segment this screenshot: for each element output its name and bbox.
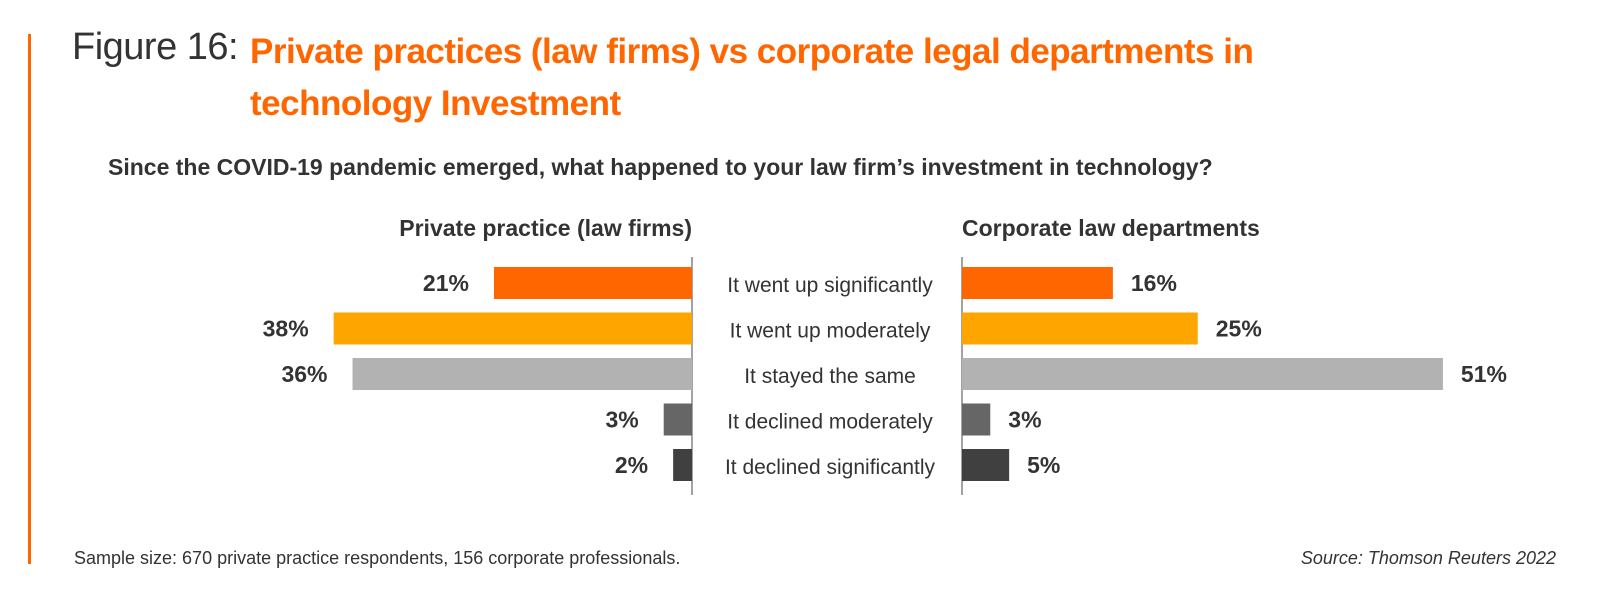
data-label-corporate: 51% bbox=[1461, 361, 1507, 387]
figure-title: Private practices (law firms) vs corpora… bbox=[250, 32, 1254, 123]
category-label: It stayed the same bbox=[744, 365, 916, 388]
bar-private-practice bbox=[673, 449, 692, 481]
series-header-private-practice: Private practice (law firms) bbox=[399, 215, 692, 241]
bar-private-practice bbox=[352, 358, 692, 390]
sample-size-footnote: Sample size: 670 private practice respon… bbox=[74, 548, 681, 568]
bar-corporate bbox=[962, 312, 1198, 345]
bar-corporate bbox=[962, 267, 1113, 299]
category-label: It went up moderately bbox=[730, 320, 931, 343]
source-note: Source: Thomson Reuters 2022 bbox=[1300, 548, 1556, 568]
data-label-private-practice: 38% bbox=[263, 316, 309, 342]
data-label-private-practice: 21% bbox=[423, 270, 469, 296]
bar-corporate bbox=[962, 403, 991, 436]
bar-private-practice bbox=[663, 403, 692, 436]
bar-private-practice bbox=[333, 312, 692, 345]
data-label-private-practice: 2% bbox=[615, 452, 648, 478]
bar-corporate bbox=[962, 358, 1443, 390]
figure-label: Figure 16: bbox=[72, 26, 239, 68]
data-label-private-practice: 36% bbox=[281, 361, 327, 387]
series-header-corporate: Corporate law departments bbox=[962, 215, 1260, 241]
accent-bar bbox=[28, 34, 31, 564]
data-label-corporate: 5% bbox=[1027, 452, 1060, 478]
data-label-corporate: 16% bbox=[1131, 270, 1177, 296]
category-label: It declined moderately bbox=[727, 411, 933, 434]
data-label-corporate: 3% bbox=[1008, 407, 1041, 433]
bar-private-practice bbox=[493, 267, 692, 299]
survey-question: Since the COVID-19 pandemic emerged, wha… bbox=[108, 154, 1213, 180]
category-label: It declined significantly bbox=[725, 456, 936, 479]
data-label-corporate: 25% bbox=[1216, 316, 1262, 342]
category-label: It went up significantly bbox=[727, 274, 933, 297]
data-label-private-practice: 3% bbox=[605, 407, 638, 433]
bar-corporate bbox=[962, 449, 1010, 481]
butterfly-bar-chart: Private practice (law firms) Corporate la… bbox=[263, 215, 1507, 495]
